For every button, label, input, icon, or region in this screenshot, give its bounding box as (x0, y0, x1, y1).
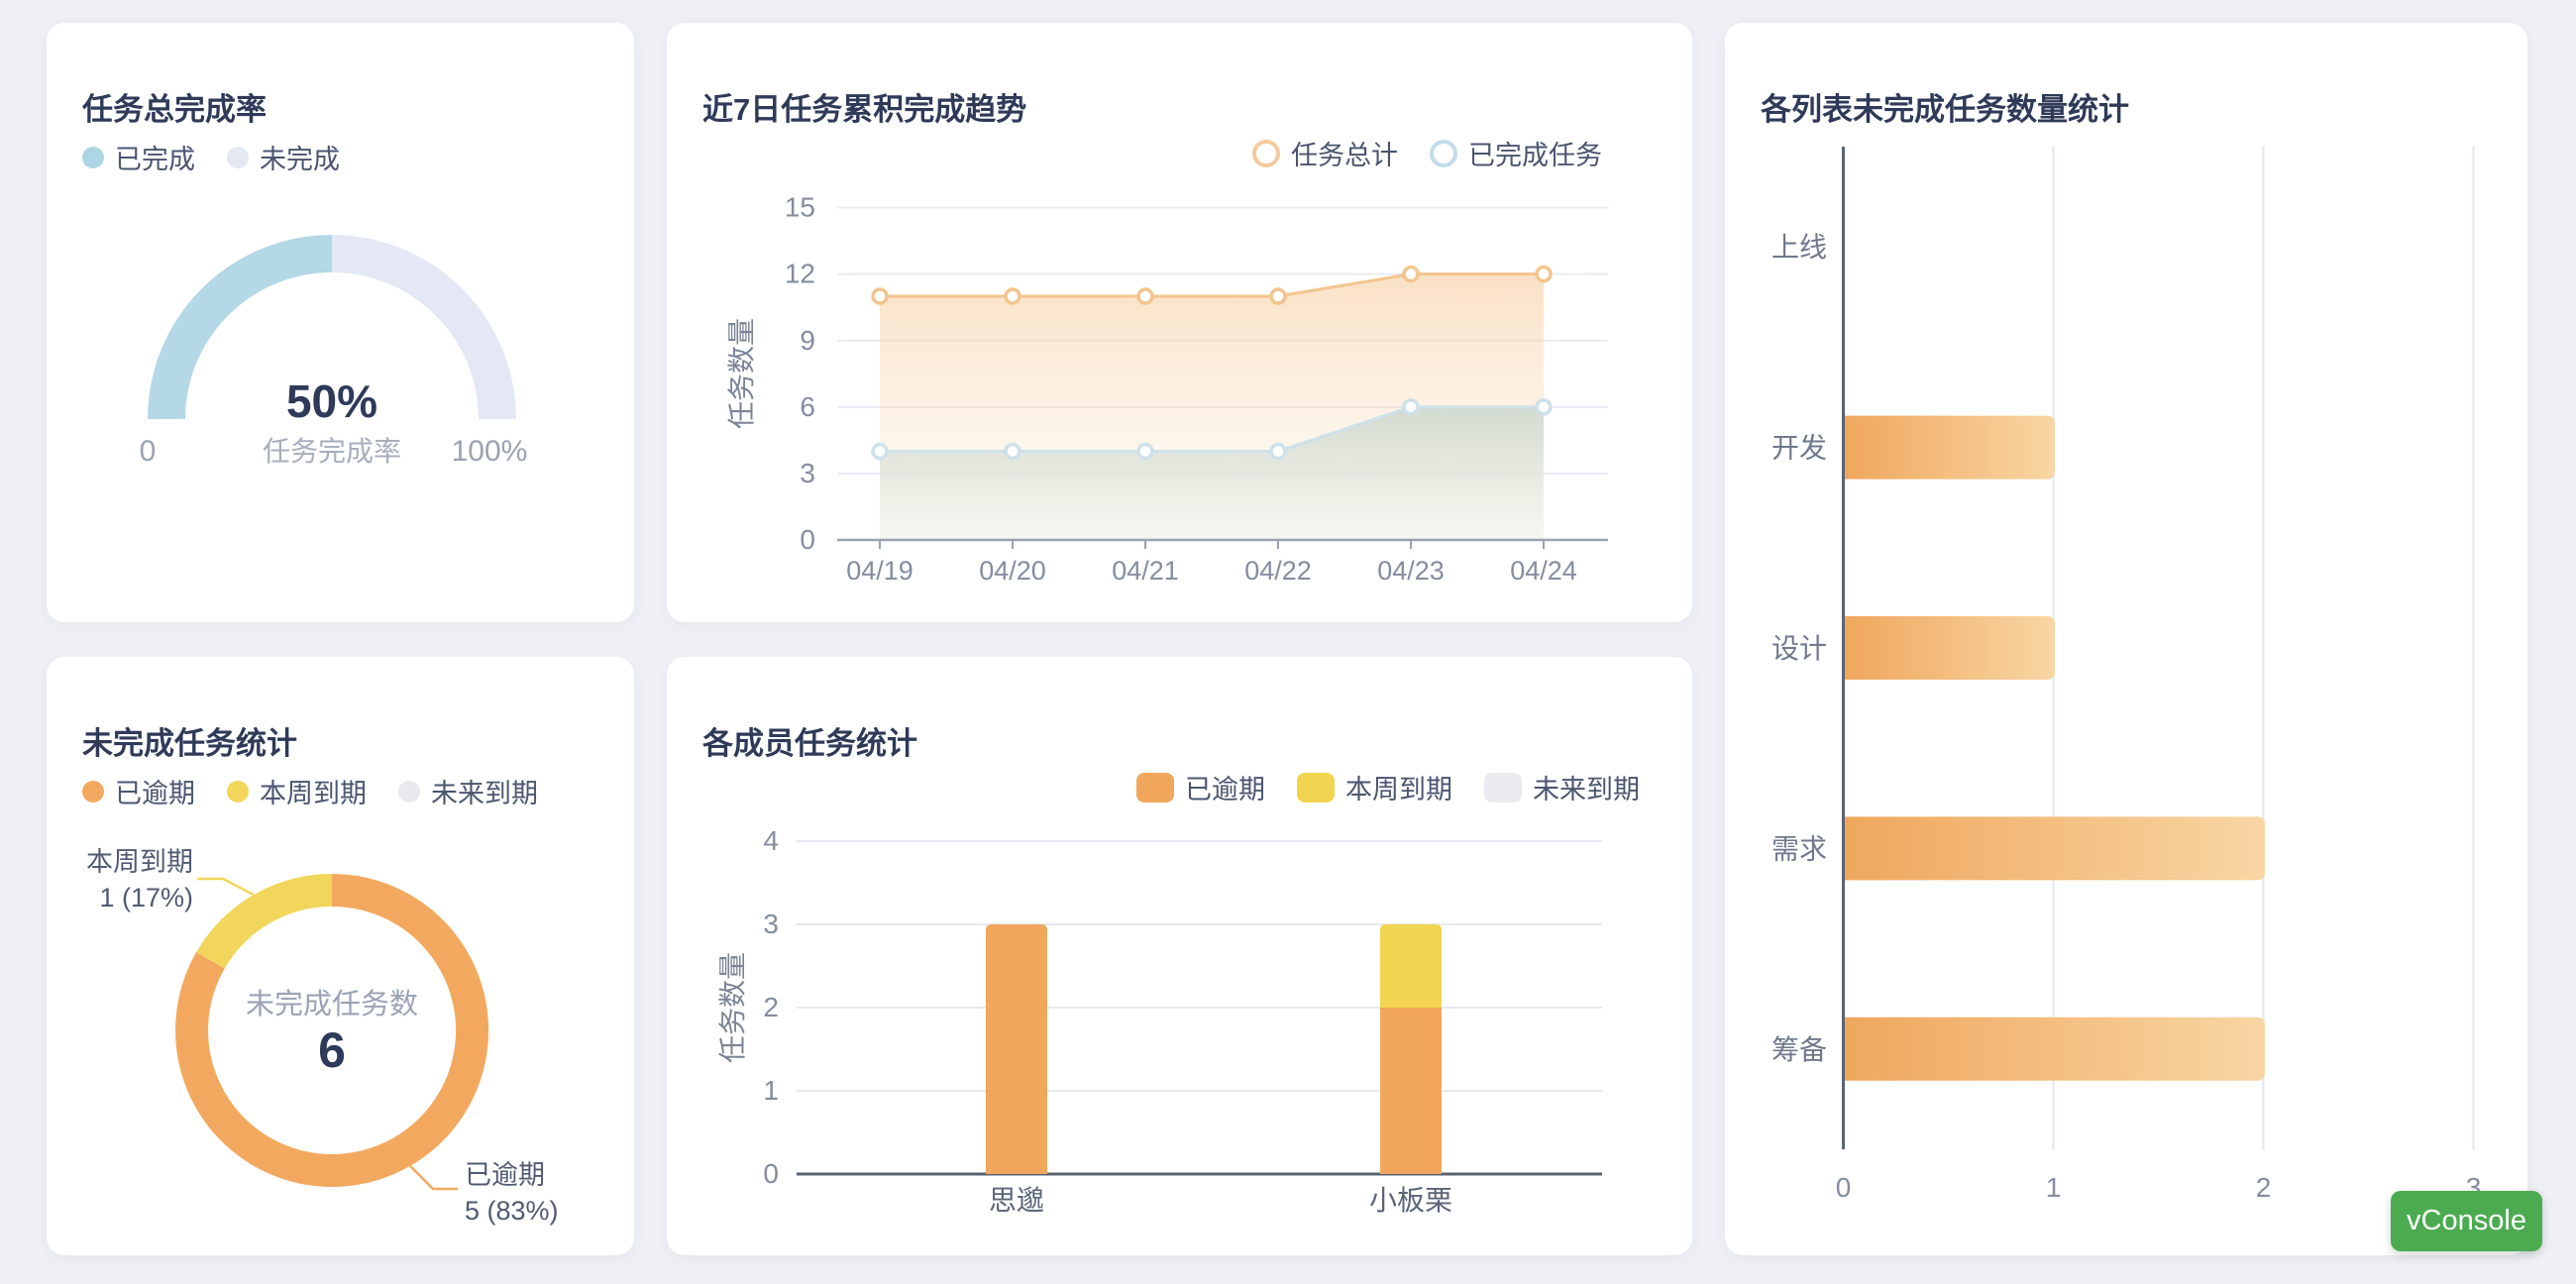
svg-text:小板栗: 小板栗 (1369, 1185, 1452, 1216)
svg-text:04/24: 04/24 (1510, 556, 1577, 586)
svg-text:已逾期: 已逾期 (465, 1160, 545, 1190)
members-legend: 已逾期 本周到期 未来到期 (1136, 768, 1640, 806)
svg-text:3: 3 (763, 909, 779, 939)
svg-text:04/20: 04/20 (979, 556, 1046, 586)
card-member-task-stats: 各成员任务统计 已逾期 本周到期 未来到期 思邈 小板栗 0 1 2 3 4 任务数量 (667, 657, 1692, 1255)
svg-text:6: 6 (318, 1022, 346, 1078)
legend-ring-completed-tasks (1430, 139, 1457, 167)
legend-item-members-future-due[interactable]: 未来到期 (1484, 768, 1640, 806)
legend-swatch-due-this-week (1297, 772, 1335, 802)
legend-dot-future-due (398, 780, 420, 802)
card-title-list-incomplete-counts: 各列表未完成任务数量统计 (1761, 91, 2129, 127)
legend-label-overdue: 已逾期 (115, 779, 195, 808)
legend-dot-incomplete (227, 146, 249, 168)
svg-text:2: 2 (2256, 1172, 2272, 1203)
svg-text:0: 0 (763, 1158, 779, 1189)
svg-text:100%: 100% (452, 435, 528, 468)
donut-legend: 已逾期 本周到期 未来到期 (82, 772, 538, 810)
legend-label-members-due-this-week: 本周到期 (1345, 775, 1452, 804)
legend-dot-overdue (82, 780, 104, 802)
svg-text:2: 2 (763, 992, 779, 1022)
legend-item-due-this-week[interactable]: 本周到期 (227, 772, 367, 810)
legend-label-future-due: 未来到期 (431, 779, 538, 808)
card-title-incomplete-task-stats: 未完成任务统计 (82, 725, 297, 761)
legend-label-members-overdue: 已逾期 (1185, 775, 1265, 804)
svg-text:任务完成率: 任务完成率 (263, 436, 401, 467)
card-total-completion-rate: 任务总完成率 已完成 未完成 50% 任务完成率 0 100% (47, 23, 634, 622)
legend-item-overdue[interactable]: 已逾期 (82, 772, 195, 810)
card-list-incomplete-counts: 各列表未完成任务数量统计 上线 开发 设计 需求 筹备 0 1 2 3 (1725, 23, 2527, 1255)
svg-text:04/22: 04/22 (1244, 556, 1312, 586)
svg-text:0: 0 (800, 524, 815, 555)
legend-swatch-overdue (1136, 772, 1174, 802)
card-incomplete-task-stats: 未完成任务统计 已逾期 本周到期 未来到期 未完成任务数 6 已逾期 5 (83%) 本… (47, 657, 634, 1255)
svg-text:1: 1 (2046, 1172, 2062, 1203)
svg-text:04/23: 04/23 (1377, 556, 1445, 586)
svg-text:5 (83%): 5 (83%) (465, 1196, 559, 1226)
legend-label-incomplete: 未完成 (260, 145, 340, 174)
svg-text:04/21: 04/21 (1112, 556, 1179, 586)
card-title-7day-trend: 近7日任务累积完成趋势 (702, 91, 1027, 127)
svg-text:0: 0 (1836, 1172, 1852, 1203)
legend-dot-due-this-week (227, 780, 249, 802)
card-title-total-completion-rate: 任务总完成率 (82, 91, 267, 127)
card-title-member-task-stats: 各成员任务统计 (702, 725, 917, 761)
svg-text:开发: 开发 (1771, 433, 1827, 464)
svg-text:1 (17%): 1 (17%) (99, 883, 193, 912)
legend-item-members-overdue[interactable]: 已逾期 (1136, 768, 1265, 806)
legend-label-completed-tasks: 已完成任务 (1468, 141, 1602, 170)
svg-text:50%: 50% (286, 375, 377, 427)
svg-text:思邈: 思邈 (989, 1185, 1044, 1216)
legend-label-completed: 已完成 (115, 145, 195, 174)
legend-swatch-future-due (1484, 772, 1522, 802)
legend-label-members-future-due: 未来到期 (1533, 775, 1640, 804)
card-7day-trend: 近7日任务累积完成趋势 任务总计 已完成任务 04/19 04/20 04/21 04… (667, 23, 1692, 622)
legend-item-completed-tasks[interactable]: 已完成任务 (1430, 134, 1602, 172)
legend-item-completed[interactable]: 已完成 (82, 138, 195, 176)
svg-text:设计: 设计 (1771, 633, 1827, 664)
legend-label-task-total: 任务总计 (1291, 141, 1398, 170)
svg-text:15: 15 (785, 192, 815, 223)
svg-text:9: 9 (800, 325, 815, 356)
legend-item-future-due[interactable]: 未来到期 (398, 772, 538, 810)
svg-text:4: 4 (763, 825, 779, 856)
svg-text:1: 1 (763, 1075, 779, 1106)
legend-label-due-this-week: 本周到期 (260, 779, 367, 808)
legend-item-task-total[interactable]: 任务总计 (1252, 134, 1398, 172)
svg-text:0: 0 (140, 435, 157, 468)
legend-item-members-due-this-week[interactable]: 本周到期 (1297, 768, 1452, 806)
trend-legend: 任务总计 已完成任务 (1252, 134, 1602, 172)
svg-text:12: 12 (785, 259, 815, 289)
svg-text:04/19: 04/19 (846, 556, 913, 586)
svg-text:需求: 需求 (1771, 833, 1827, 864)
svg-text:6: 6 (800, 391, 815, 422)
svg-text:3: 3 (800, 458, 815, 488)
svg-text:任务数量: 任务数量 (726, 318, 757, 429)
svg-text:筹备: 筹备 (1771, 1034, 1827, 1065)
legend-ring-task-total (1252, 139, 1280, 167)
vconsole-button[interactable]: vConsole (2391, 1191, 2542, 1251)
svg-text:本周到期: 本周到期 (86, 847, 193, 877)
legend-dot-completed (82, 146, 104, 168)
svg-text:上线: 上线 (1771, 232, 1827, 263)
svg-text:未完成任务数: 未完成任务数 (246, 988, 418, 1020)
legend-item-incomplete[interactable]: 未完成 (227, 138, 340, 176)
gauge-legend: 已完成 未完成 (82, 138, 340, 176)
svg-text:任务数量: 任务数量 (717, 952, 748, 1063)
